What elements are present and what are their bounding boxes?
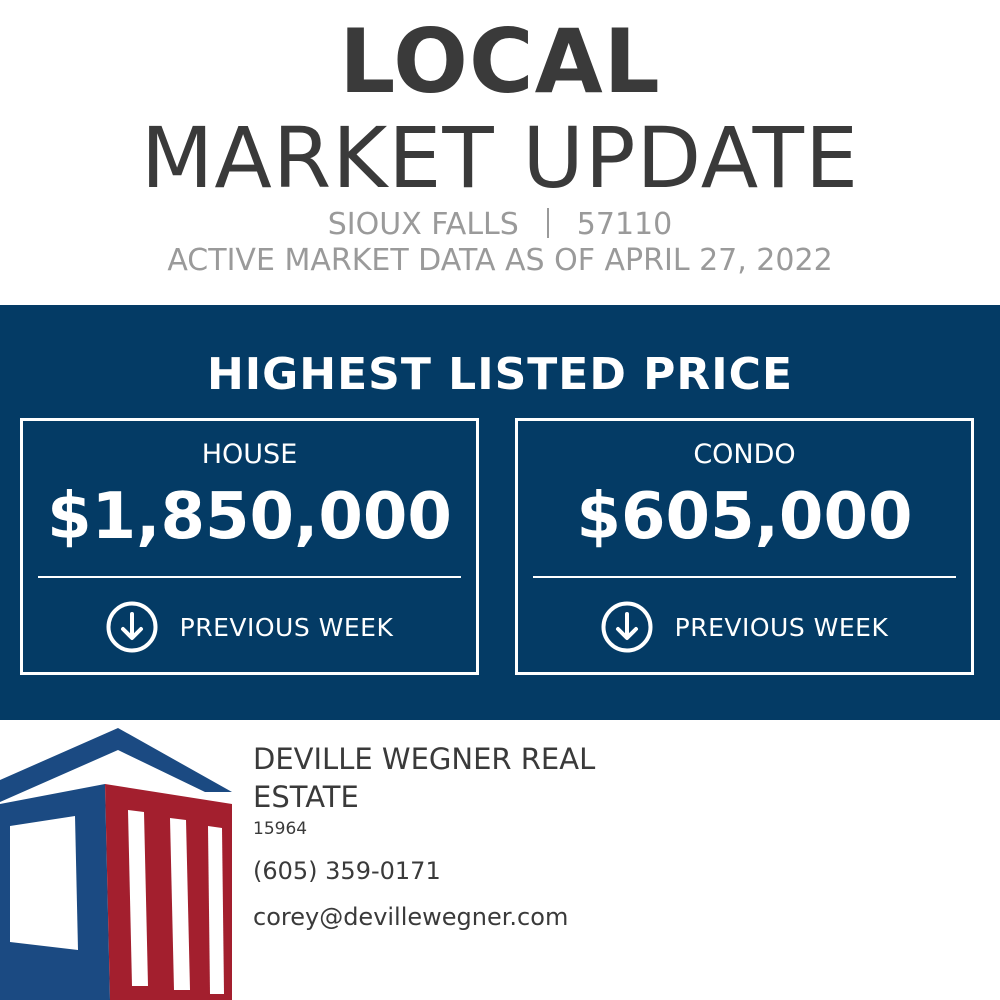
- card-label-condo: CONDO: [693, 439, 796, 470]
- trend-row-condo: PREVIOUS WEEK: [518, 601, 971, 653]
- section-title: HIGHEST LISTED PRICE: [206, 349, 794, 400]
- agent-info: DEVILLE WEGNER REAL ESTATE 15964 (605) 3…: [253, 740, 953, 932]
- card-label-house: HOUSE: [201, 439, 298, 470]
- location-line: SIOUX FALLS 57110: [0, 206, 1000, 244]
- highest-listed-price-section: HIGHEST LISTED PRICE HOUSE $1,850,000 PR…: [0, 305, 1000, 720]
- condo-price-card: CONDO $605,000 PREVIOUS WEEK: [515, 418, 974, 675]
- brokerage-name: DEVILLE WEGNER REAL ESTATE: [253, 742, 596, 814]
- header: LOCAL MARKET UPDATE SIOUX FALLS 57110 ACT…: [0, 0, 1000, 305]
- license-number: 15964: [253, 819, 308, 839]
- phone-number[interactable]: (605) 359-0171: [253, 857, 441, 885]
- brokerage-logo-icon: [0, 728, 232, 1000]
- zip-label: 57110: [576, 207, 673, 242]
- trend-label: PREVIOUS WEEK: [179, 612, 394, 642]
- arrow-down-circle-icon: [106, 601, 158, 653]
- trend-row-house: PREVIOUS WEEK: [23, 601, 476, 653]
- house-price-value: $1,850,000: [47, 480, 452, 554]
- condo-price-value: $605,000: [576, 480, 913, 554]
- card-divider: [38, 576, 461, 578]
- title-local: LOCAL: [339, 10, 661, 113]
- trend-label: PREVIOUS WEEK: [674, 612, 889, 642]
- location-separator: [546, 208, 549, 238]
- arrow-down-circle-icon: [601, 601, 653, 653]
- city-label: SIOUX FALLS: [327, 207, 519, 242]
- data-date-line: ACTIVE MARKET DATA AS OF APRIL 27, 2022: [167, 243, 833, 278]
- card-divider: [533, 576, 956, 578]
- title-market-update: MARKET UPDATE: [140, 109, 860, 207]
- email-address[interactable]: corey@devillewegner.com: [253, 903, 569, 931]
- house-price-card: HOUSE $1,850,000 PREVIOUS WEEK: [20, 418, 479, 675]
